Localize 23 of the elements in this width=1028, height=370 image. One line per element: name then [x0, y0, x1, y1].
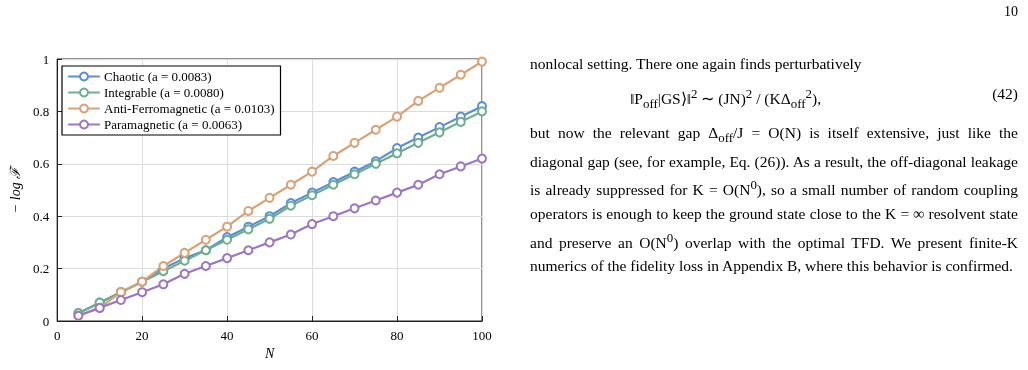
legend-label: Paramagnetic (a = 0.0063) [104, 117, 243, 132]
x-tick-label: 100 [472, 328, 492, 343]
x-tick-label: 20 [135, 328, 149, 343]
legend-label: Integrable (a = 0.0080) [104, 85, 224, 100]
y-tick-label: 0.6 [32, 156, 50, 172]
y-tick-label: 1 [42, 51, 50, 67]
text: nonlocal setting. There one again finds perturbatively [530, 54, 863, 74]
x-tick-label: 60 [305, 328, 319, 343]
x-tick-label: 0 [53, 328, 61, 343]
y-axis-title: − log ℱ [7, 163, 23, 214]
y-tick-label: 0 [42, 313, 50, 329]
y-tick-label: 0.4 [32, 208, 50, 224]
x-tick-label: 80 [390, 328, 404, 343]
legend-label: Chaotic (a = 0.0083) [104, 69, 212, 84]
text: ‖P$_{off}$|GS⟩‖$^{2}$ ∼ (JN)$^{2}$ / (KΔ$_{off}$$^{2}$), [630, 85, 822, 111]
legend-label: Anti-Ferromagnetic (a = 0.0103) [104, 101, 275, 116]
text: 10 [1004, 4, 1018, 20]
text: but now the relevant gap Δ$_{off}$/J = O(N) is itself extensive, just like the diagonal gap (see, for example, Eq. (26)). As a result, the off-diagonal leakage is already suppressed for K = O(N$^{0}$), so a small number of random coupling operators is enough to keep the ground state close to the K = ∞ resolvent state and preserve an O(N$^{0}$) overlap with the optimal TFD. We present finite-K numerics of the fidelity loss in Appendix B, where this behavior is confirmed. [530, 124, 1019, 275]
x-axis-title: N [263, 346, 275, 362]
y-tick-label: 0.2 [32, 261, 50, 277]
text: (42) [992, 83, 1018, 104]
x-tick-label: 40 [220, 328, 234, 343]
y-tick-label: 0.8 [32, 103, 50, 119]
